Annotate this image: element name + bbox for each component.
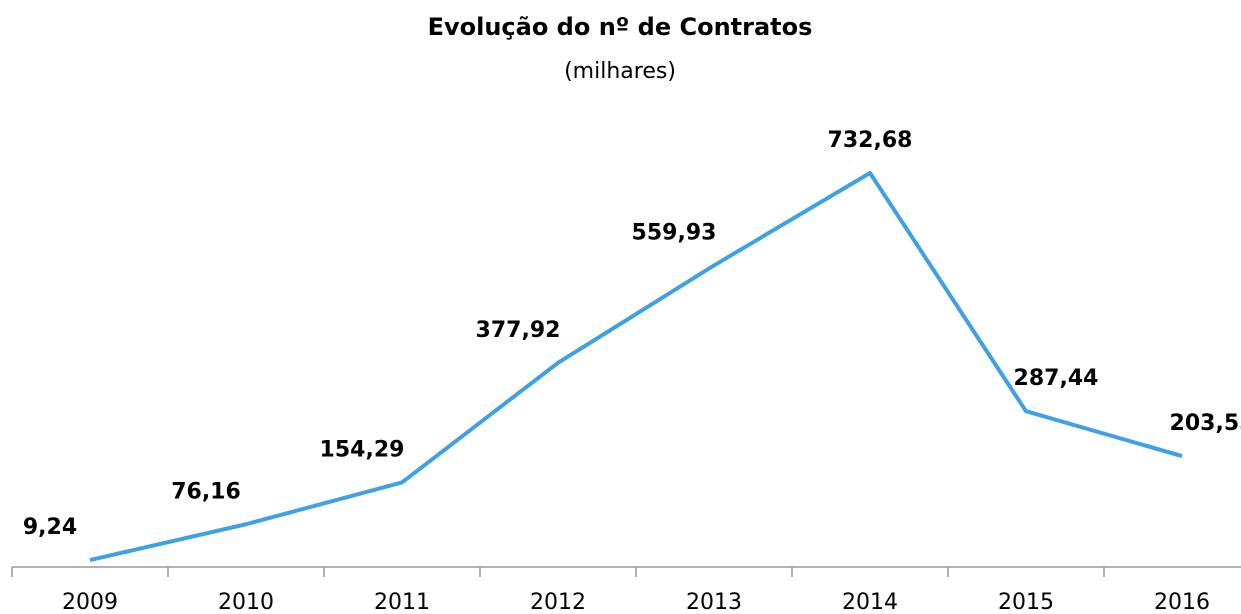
chart-subtitle: (milhares) [564,59,676,84]
x-tick-label: 2016 [1154,590,1210,614]
x-tick-label: 2011 [374,590,430,614]
x-tick-label: 2010 [218,590,274,614]
data-label: 732,68 [828,128,913,153]
x-tick-label: 2012 [530,590,586,614]
data-label: 287,44 [1014,366,1099,391]
x-tick-label: 2009 [62,590,118,614]
data-label: 76,16 [171,479,241,504]
chart-title: Evolução do nº de Contratos [428,13,813,41]
data-label: 377,92 [476,318,561,343]
data-label: 203,55 [1170,411,1241,436]
data-label: 9,24 [23,515,77,540]
data-line [89,171,1183,563]
x-tick-label: 2014 [842,590,898,614]
data-label: 559,93 [632,220,717,245]
data-label: 154,29 [320,437,405,462]
x-tick-label: 2013 [686,590,742,614]
x-tick-label: 2015 [998,590,1054,614]
